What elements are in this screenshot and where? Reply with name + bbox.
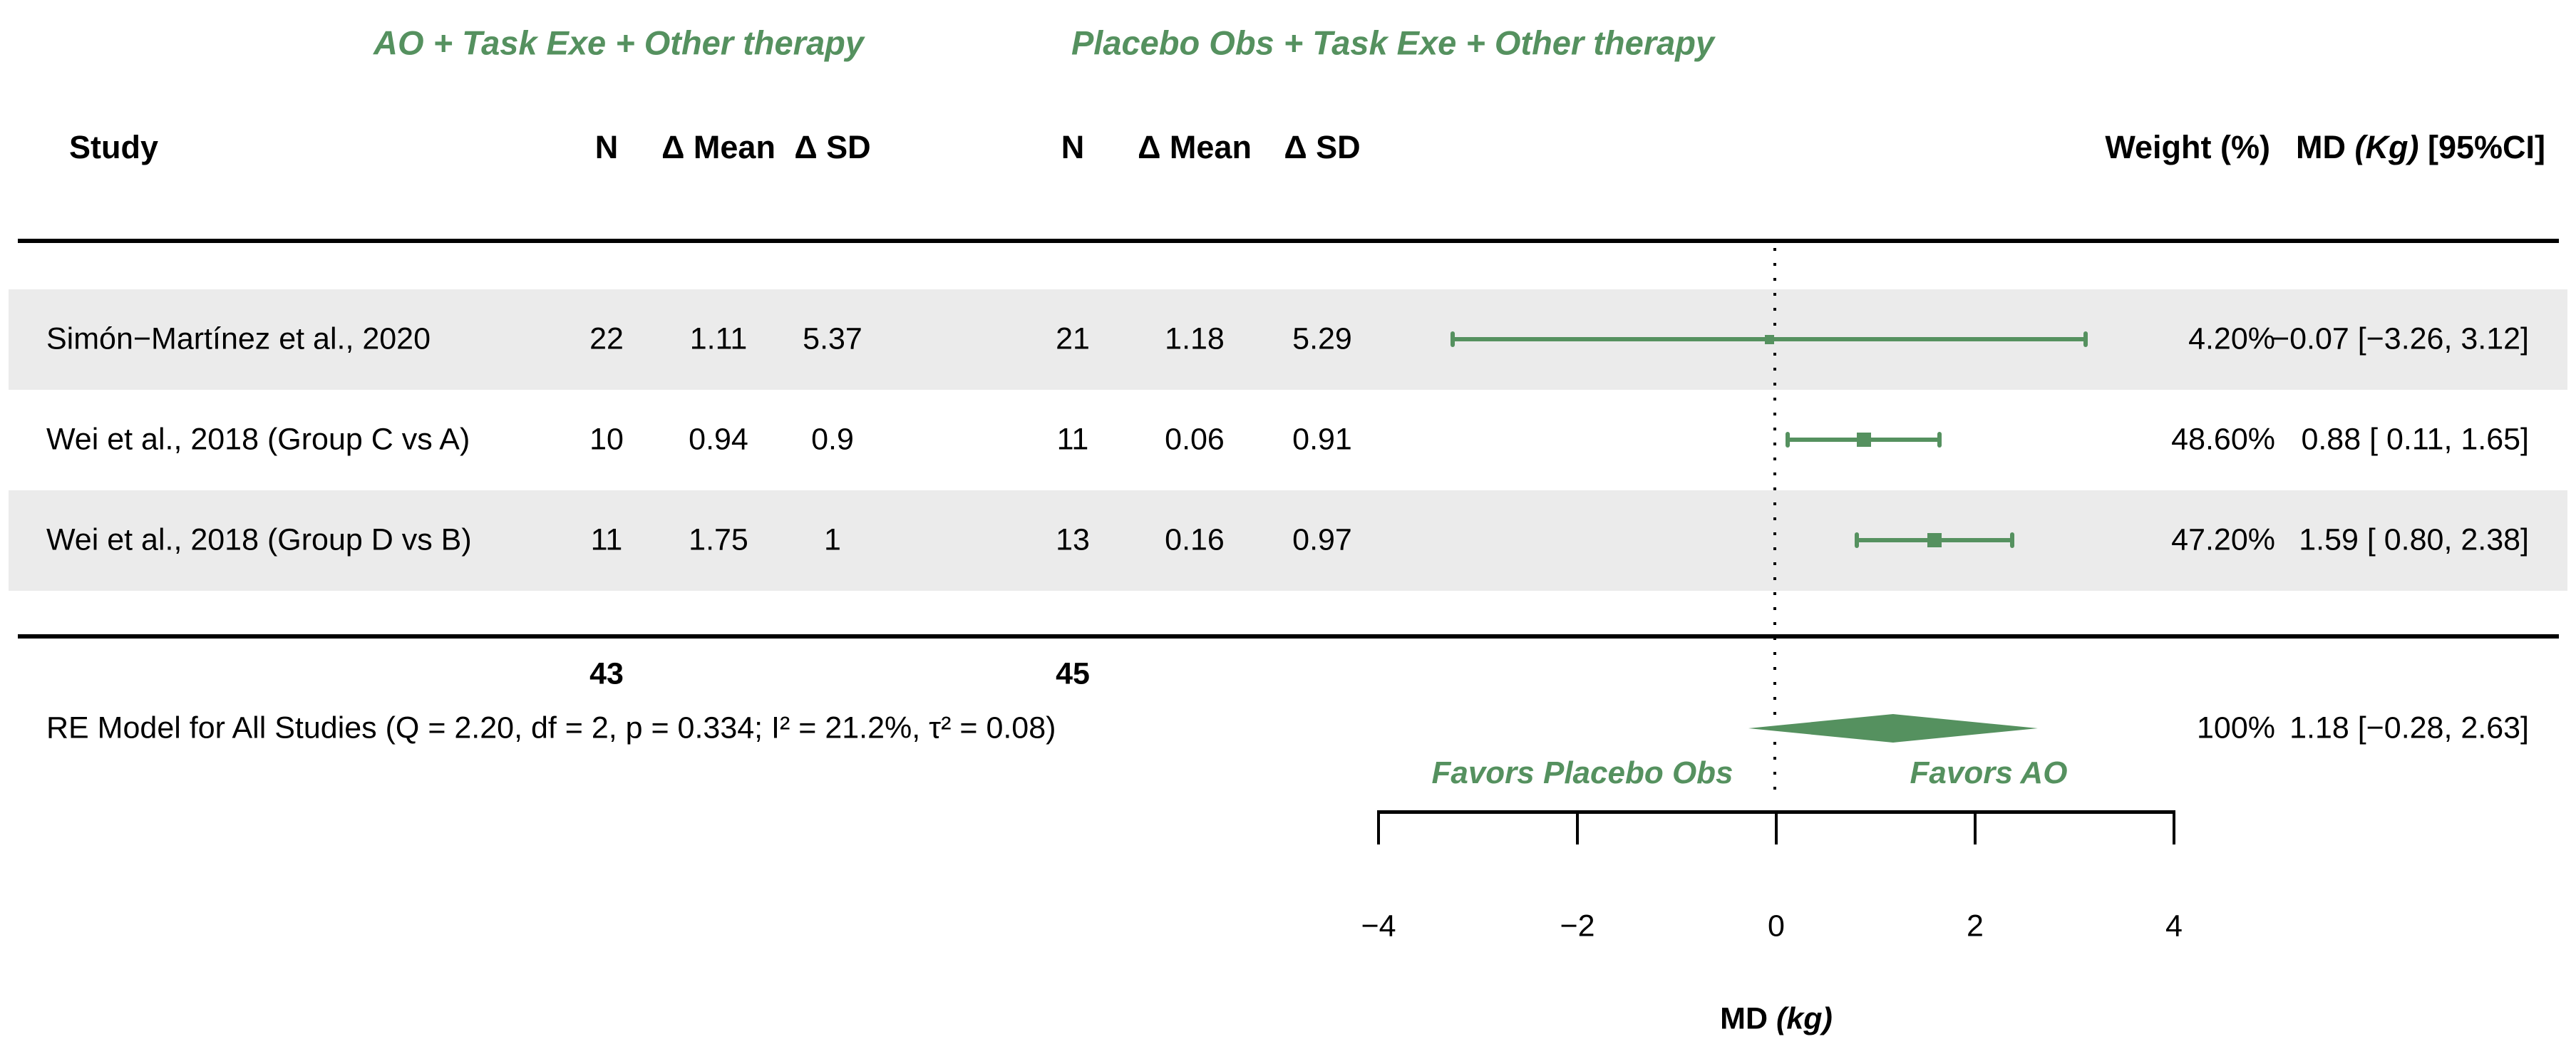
- axis-tick-label: 0: [1768, 909, 1785, 944]
- column-header-mean1: Δ Mean: [661, 129, 776, 165]
- column-header-study: Study: [69, 129, 159, 165]
- ci-cap-right: [2010, 532, 2014, 548]
- column-header-md-ci: MD (Kg) [95%CI]: [2296, 129, 2545, 166]
- group-header-control: Placebo Obs + Task Exe + Other therapy: [1071, 24, 1715, 62]
- study-name: Wei et al., 2018 (Group C vs A): [46, 422, 470, 457]
- study-md-ci: 0.88 [ 0.11, 1.65]: [2301, 422, 2529, 457]
- study-n1: 11: [590, 522, 623, 557]
- group-header-treatment: AO + Task Exe + Other therapy: [373, 24, 864, 62]
- study-md-ci: −0.07 [−3.26, 3.12]: [2271, 321, 2529, 356]
- study-sd1: 5.37: [803, 321, 862, 356]
- study-sd2: 0.97: [1292, 522, 1352, 557]
- favors-left-label: Favors Placebo Obs: [1431, 755, 1733, 790]
- axis-tick-label: 4: [2165, 909, 2183, 944]
- favors-right-label: Favors AO: [1910, 755, 2068, 790]
- axis-tick: [1576, 810, 1579, 844]
- study-weight: 48.60%: [2171, 422, 2275, 457]
- study-name: Wei et al., 2018 (Group D vs B): [46, 522, 472, 557]
- column-header-n1: N: [594, 129, 619, 165]
- row-band-1: [9, 289, 2567, 390]
- column-header-sd2: Δ SD: [1284, 129, 1361, 165]
- total-n-treatment: 43: [589, 656, 624, 691]
- axis-tick-label: 2: [1967, 909, 1984, 944]
- study-sd1: 0.9: [811, 422, 854, 457]
- effect-square: [1856, 433, 1871, 447]
- study-n1: 22: [589, 321, 624, 356]
- md-header-unit: (Kg): [2354, 129, 2419, 165]
- study-weight: 47.20%: [2171, 522, 2275, 557]
- study-sd2: 0.91: [1292, 422, 1352, 457]
- column-header-n2: N: [1061, 129, 1085, 165]
- study-md-ci: 1.59 [ 0.80, 2.38]: [2299, 522, 2529, 557]
- ci-cap-left: [1854, 532, 1859, 548]
- axis-tick-label: −4: [1361, 909, 1396, 944]
- column-header-mean2: Δ Mean: [1138, 129, 1252, 165]
- axis-tick-label: −2: [1560, 909, 1595, 944]
- x-axis-title-unit: (kg): [1776, 1001, 1833, 1036]
- zero-reference-line: [1773, 248, 1776, 802]
- study-weight: 4.20%: [2188, 321, 2275, 356]
- column-header-weight: Weight (%): [2105, 129, 2270, 165]
- re-model-label: RE Model for All Studies (Q = 2.20, df =…: [46, 710, 1056, 745]
- summary-md-ci: 1.18 [−0.28, 2.63]: [2289, 710, 2529, 745]
- study-mean2: 0.16: [1165, 522, 1225, 557]
- x-axis-title-pre: MD: [1720, 1001, 1776, 1036]
- study-n2: 11: [1056, 422, 1089, 457]
- axis-tick: [2173, 810, 2175, 844]
- effect-square: [1927, 533, 1942, 547]
- total-n-control: 45: [1056, 656, 1090, 691]
- study-mean2: 0.06: [1165, 422, 1225, 457]
- ci-cap-left: [1786, 432, 1791, 448]
- summary-diamond: [1748, 714, 2038, 743]
- study-mean1: 1.11: [689, 321, 748, 356]
- effect-square: [1764, 334, 1774, 344]
- study-n1: 10: [589, 422, 624, 457]
- study-n2: 13: [1056, 522, 1090, 557]
- study-mean1: 0.94: [689, 422, 748, 457]
- totals-separator-line: [18, 634, 2559, 639]
- ci-cap-right: [1937, 432, 1942, 448]
- md-header-pre: MD: [2295, 129, 2355, 165]
- study-name: Simón−Martínez et al., 2020: [46, 321, 431, 356]
- column-header-sd1: Δ SD: [794, 129, 871, 165]
- study-mean2: 1.18: [1165, 321, 1225, 356]
- summary-weight: 100%: [2197, 710, 2275, 745]
- study-sd1: 1: [824, 522, 841, 557]
- ci-cap-right: [2083, 331, 2088, 347]
- axis-tick: [1377, 810, 1380, 844]
- row-band-3: [9, 490, 2567, 591]
- axis-tick: [1974, 810, 1977, 844]
- header-separator-line: [18, 239, 2559, 243]
- study-n2: 21: [1056, 321, 1090, 356]
- md-header-post: [95%CI]: [2418, 129, 2545, 165]
- x-axis-title: MD (kg): [1720, 1002, 1833, 1037]
- study-sd2: 5.29: [1292, 321, 1352, 356]
- study-mean1: 1.75: [689, 522, 748, 557]
- axis-tick: [1775, 810, 1778, 844]
- ci-cap-left: [1451, 331, 1456, 347]
